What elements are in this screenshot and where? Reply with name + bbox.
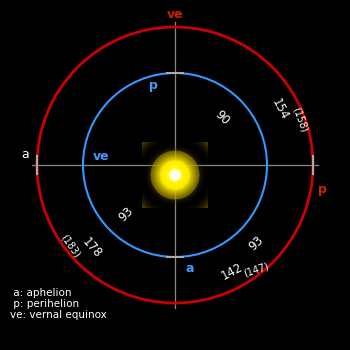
Text: p: perihelion: p: perihelion (10, 299, 79, 309)
Text: (158): (158) (290, 106, 309, 134)
Text: ve: vernal equinox: ve: vernal equinox (10, 310, 107, 320)
Text: 142: 142 (219, 260, 245, 282)
Text: 178: 178 (80, 235, 104, 261)
Text: 93: 93 (246, 233, 266, 253)
Text: p: p (148, 78, 158, 91)
Text: 93: 93 (116, 204, 136, 224)
Text: 90: 90 (212, 108, 232, 128)
Text: p: p (318, 183, 327, 196)
Text: (147): (147) (243, 261, 271, 278)
Text: 154: 154 (269, 96, 290, 122)
Text: ve: ve (93, 150, 110, 163)
Text: a: a (21, 148, 29, 161)
Text: (183): (183) (59, 233, 82, 260)
Text: ve: ve (167, 8, 183, 21)
Text: a: aphelion: a: aphelion (10, 288, 71, 298)
Text: a: a (185, 262, 194, 275)
